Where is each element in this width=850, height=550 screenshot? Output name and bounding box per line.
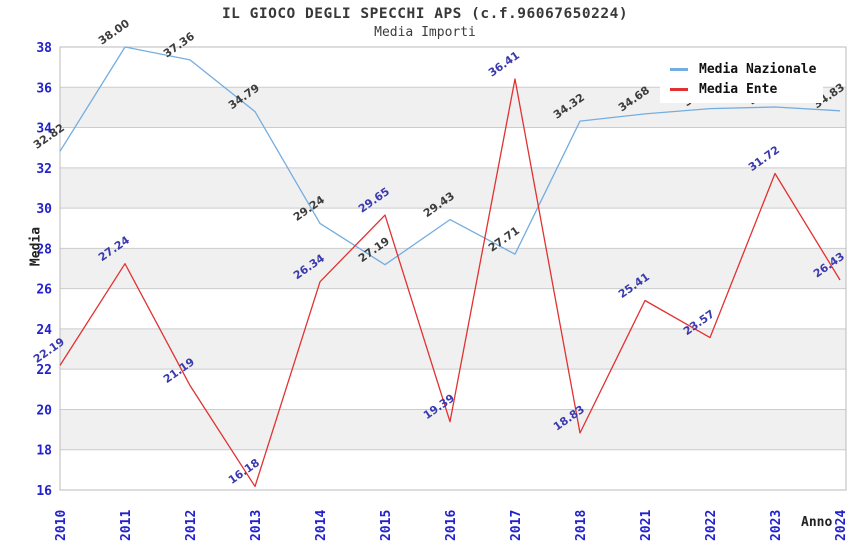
x-tick-label: 2018 bbox=[574, 510, 589, 541]
legend-label: Media Ente bbox=[699, 81, 778, 97]
y-tick-label: 30 bbox=[36, 202, 52, 217]
legend-label: Media Nazionale bbox=[699, 61, 817, 77]
y-tick-label: 38 bbox=[36, 41, 52, 56]
series-line-media-nazionale bbox=[59, 46, 841, 266]
y-tick-label: 24 bbox=[36, 323, 52, 338]
legend-item-media-ente: Media Ente bbox=[670, 79, 823, 99]
y-tick-label: 22 bbox=[36, 363, 52, 378]
x-tick-label: 2013 bbox=[249, 510, 264, 541]
legend-swatch-blue-line bbox=[670, 67, 688, 71]
x-tick-label: 2010 bbox=[54, 510, 69, 541]
grid-band bbox=[60, 167, 846, 209]
y-tick-label: 32 bbox=[36, 162, 52, 177]
chart-title: IL GIOCO DEGLI SPECCHI APS (c.f.96067650… bbox=[221, 6, 629, 22]
data-label: 36.41 bbox=[486, 49, 522, 80]
x-tick-label: 2015 bbox=[379, 510, 394, 541]
x-axis-title: Anno bbox=[801, 515, 833, 530]
y-tick-label: 16 bbox=[36, 484, 52, 499]
legend: Media Nazionale Media Ente bbox=[660, 54, 823, 103]
x-tick-label: 2017 bbox=[509, 510, 524, 541]
y-tick-label: 28 bbox=[36, 242, 52, 257]
x-tick-label: 2012 bbox=[184, 510, 199, 541]
legend-swatch-red-line bbox=[670, 87, 688, 91]
x-tick-label: 2021 bbox=[639, 510, 654, 541]
y-tick-label: 20 bbox=[36, 403, 52, 418]
x-tick-label: 2011 bbox=[119, 510, 134, 541]
y-tick-label: 26 bbox=[36, 283, 52, 298]
y-tick-label: 34 bbox=[36, 122, 52, 137]
legend-item-media-nazionale: Media Nazionale bbox=[670, 59, 823, 79]
grid-band bbox=[60, 248, 846, 289]
series-line-media-ente bbox=[59, 78, 841, 488]
x-tick-label: 2024 bbox=[834, 510, 849, 541]
y-axis-title: Media bbox=[28, 226, 44, 267]
x-tick-label: 2023 bbox=[769, 510, 784, 541]
y-tick-label: 18 bbox=[36, 444, 52, 459]
x-tick-label: 2014 bbox=[314, 510, 329, 541]
x-tick-label: 2022 bbox=[704, 510, 719, 541]
x-tick-label: 2016 bbox=[444, 510, 459, 541]
plot-border bbox=[59, 46, 847, 491]
grid-band bbox=[60, 409, 846, 450]
grid-band bbox=[60, 328, 846, 370]
y-tick-label: 36 bbox=[36, 81, 52, 96]
chart-subtitle: Media Importi bbox=[374, 25, 476, 40]
